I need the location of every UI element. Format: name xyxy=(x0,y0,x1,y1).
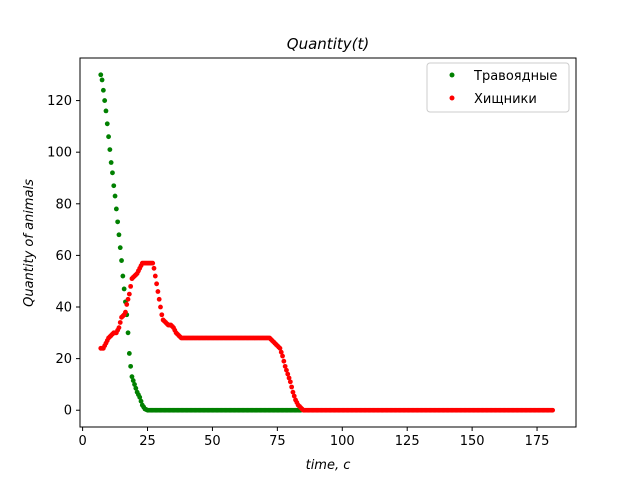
herbivore-point xyxy=(132,382,137,387)
predator-point xyxy=(287,379,293,385)
y-tick-label: 20 xyxy=(55,352,72,367)
predator-point xyxy=(156,296,162,302)
predator-point xyxy=(550,407,556,413)
legend-marker-predators xyxy=(449,95,455,101)
x-tick-label: 50 xyxy=(204,434,221,449)
herbivore-point xyxy=(119,258,124,263)
legend: Травоядные Хищники xyxy=(426,62,570,113)
legend-label-herbivores: Травоядные xyxy=(473,69,557,84)
y-tick-label: 80 xyxy=(55,197,72,212)
points-layer xyxy=(98,72,556,413)
herbivore-point xyxy=(110,170,115,176)
predator-point xyxy=(290,389,296,395)
predator-point xyxy=(151,265,157,271)
herbivore-point xyxy=(130,378,136,383)
predator-point xyxy=(125,296,131,302)
predator-point xyxy=(286,375,292,381)
herbivore-point xyxy=(111,183,117,189)
x-tick-label: 0 xyxy=(78,434,86,449)
herbivore-point xyxy=(128,363,134,369)
predator-point xyxy=(128,283,134,289)
predator-point xyxy=(123,309,128,315)
predator-point xyxy=(277,345,283,351)
herbivore-point xyxy=(126,351,132,356)
predator-point xyxy=(278,349,284,355)
y-tick-label: 100 xyxy=(47,146,72,161)
herbivore-point xyxy=(112,193,118,199)
predator-point xyxy=(152,273,158,279)
herbivore-point xyxy=(120,273,126,279)
predator-point xyxy=(289,384,295,390)
herbivore-point xyxy=(108,160,114,165)
predator-point xyxy=(150,260,156,266)
legend-marker-herbivores xyxy=(449,72,455,78)
herbivore-point xyxy=(104,121,110,127)
predator-point xyxy=(158,304,163,310)
legend-frame xyxy=(426,62,570,113)
herbivore-point xyxy=(133,385,139,391)
predator-point xyxy=(280,353,285,359)
herbivore-point xyxy=(117,245,123,251)
x-tick-label: 100 xyxy=(330,434,355,449)
predator-point xyxy=(284,367,289,373)
legend-label-predators: Хищники xyxy=(474,92,537,107)
y-axis-ticks: 0 20 40 60 80 100 120 xyxy=(47,94,80,419)
y-tick-label: 40 xyxy=(55,301,72,316)
predator-point xyxy=(155,289,161,294)
y-tick-label: 120 xyxy=(47,94,72,109)
x-axis-ticks: 0 25 50 75 100 125 150 175 xyxy=(78,427,549,449)
predator-point xyxy=(291,393,297,399)
predator-point xyxy=(117,320,123,325)
x-axis-title: time, c xyxy=(306,458,351,473)
chart-title: Quantity(t) xyxy=(287,35,369,53)
predator-point xyxy=(285,371,291,377)
herbivore-point xyxy=(98,72,104,78)
x-tick-label: 25 xyxy=(139,434,156,449)
y-tick-label: 60 xyxy=(55,249,72,264)
herbivore-point xyxy=(125,330,131,336)
herbivore-point xyxy=(138,398,144,404)
predator-point xyxy=(124,302,130,307)
x-tick-label: 175 xyxy=(525,434,550,449)
plot-area-frame xyxy=(79,57,577,428)
x-tick-label: 150 xyxy=(460,434,485,449)
herbivore-point xyxy=(116,232,122,238)
herbivore-point xyxy=(115,219,121,225)
predator-point xyxy=(159,312,165,318)
herbivore-point xyxy=(99,77,105,83)
herbivore-point xyxy=(107,147,113,153)
predator-point xyxy=(126,291,132,297)
y-tick-label: 0 xyxy=(64,404,72,419)
predator-point xyxy=(282,363,288,369)
herbivore-point xyxy=(100,87,106,93)
predator-point xyxy=(281,358,287,364)
herbivore-point xyxy=(129,374,135,380)
herbivore-point xyxy=(113,206,119,212)
herbivore-point xyxy=(106,134,111,140)
predator-point xyxy=(154,281,160,287)
predator-point xyxy=(116,325,122,331)
herbivore-point xyxy=(102,98,108,103)
herbivore-point xyxy=(121,286,127,292)
y-axis-title: Quantity of animals xyxy=(22,179,37,307)
x-tick-label: 75 xyxy=(269,434,286,449)
herbivore-point xyxy=(137,394,143,400)
x-tick-label: 125 xyxy=(395,434,420,449)
herbivore-point xyxy=(103,108,109,114)
